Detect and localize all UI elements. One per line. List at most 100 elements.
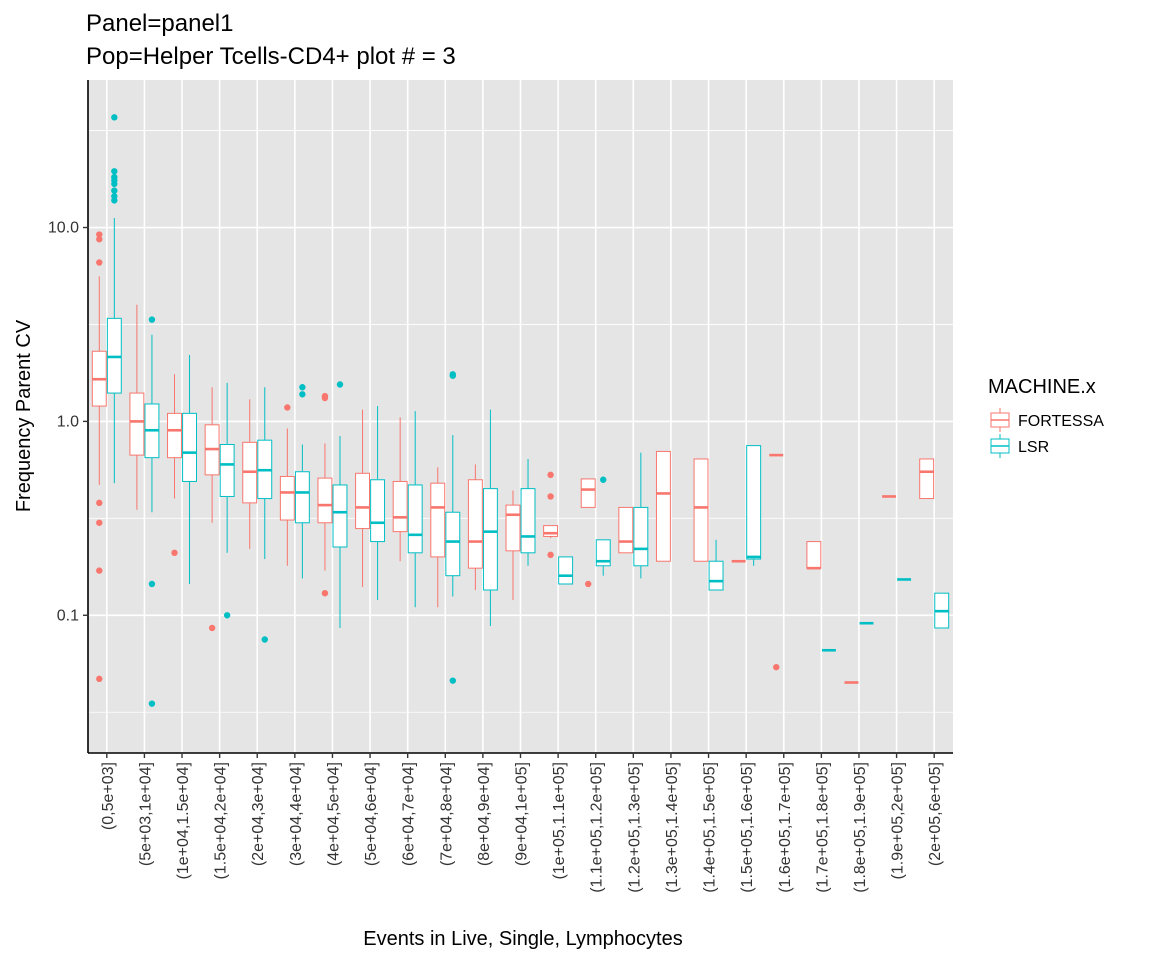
box-fortessa-4	[242, 399, 258, 549]
legend-label-lsr: LSR	[1018, 439, 1049, 456]
outlier-point	[111, 114, 118, 121]
box-body	[708, 560, 724, 591]
box-fortessa-11	[505, 490, 521, 600]
x-tick-label: (5e+04,6e+04]	[363, 762, 380, 866]
box-lsr-22	[934, 592, 950, 629]
outlier-point	[547, 551, 554, 559]
x-tick-label: (7e+04,8e+04]	[438, 762, 455, 866]
box-fortessa-10	[467, 464, 483, 591]
outlier-point	[96, 567, 103, 574]
box-body	[558, 556, 574, 585]
box-body	[482, 488, 498, 591]
box-lsr-16	[708, 539, 724, 591]
chart-title: Panel=panel1	[86, 10, 233, 37]
box-body	[167, 412, 182, 459]
outlier-point	[547, 493, 554, 500]
x-tick-label: (1.3e+05,1.4e+05]	[664, 762, 681, 893]
outlier-point	[449, 372, 457, 379]
x-tick-label: (1.7e+05,1.8e+05]	[814, 762, 831, 893]
y-tick-label: 10.0	[48, 220, 79, 237]
y-tick-label: 1.0	[57, 413, 79, 430]
outlier-point	[773, 663, 780, 671]
outlier-point	[96, 259, 103, 266]
box-fortessa-12	[543, 471, 559, 559]
outlier-point	[547, 471, 554, 479]
x-tick-label: (1.2e+05,1.3e+05]	[626, 762, 643, 893]
box-body	[279, 475, 295, 521]
outlier-point	[321, 394, 329, 402]
outlier-point	[321, 589, 329, 597]
box-lsr-12	[558, 556, 574, 585]
x-axis-ticks: (0,5e+03] (5e+03,1e+04] (1e+04,1.5e+04] (1.…	[100, 753, 944, 893]
box-body	[505, 504, 521, 552]
box-body	[370, 479, 386, 543]
box-fortessa-13	[580, 478, 596, 588]
box-body	[746, 445, 762, 560]
legend-key-fortessa	[990, 408, 1010, 432]
outlier-point	[96, 675, 103, 683]
box-fortessa-15	[655, 450, 671, 562]
legend-title: MACHINE.x	[988, 376, 1096, 398]
outlier-point	[261, 636, 268, 643]
x-tick-label: (2e+05,6e+05]	[927, 762, 944, 866]
box-lsr-11	[520, 458, 536, 566]
box-body	[467, 479, 483, 569]
legend: MACHINE.x FORTESSA LSR	[988, 376, 1104, 458]
box-lsr-8	[407, 411, 423, 608]
box-lsr-9	[445, 371, 461, 684]
box-fortessa-8	[392, 417, 408, 562]
x-tick-label: (9e+04,1e+05]	[514, 762, 531, 866]
x-tick-label: (1.1e+05,1.2e+05]	[589, 762, 606, 893]
x-tick-label: (1e+04,1.5e+04]	[175, 762, 192, 879]
box-body	[332, 484, 348, 548]
box-fortessa-18	[769, 453, 784, 671]
box-lsr-10	[482, 409, 498, 627]
box-body	[580, 478, 596, 508]
box-fortessa-22	[919, 458, 935, 500]
y-axis-title: Frequency Parent CV	[13, 319, 35, 512]
outlier-point	[584, 580, 592, 588]
outlier-point	[299, 391, 306, 398]
y-axis-ticks: 0.1 1.0 10.0	[48, 220, 88, 624]
box-body	[806, 541, 822, 569]
box-body	[595, 539, 611, 567]
outlier-point	[336, 381, 344, 388]
box-fortessa-2	[167, 374, 182, 557]
box-fortessa-6	[317, 392, 333, 597]
box-body	[618, 506, 634, 554]
x-tick-label: (1.9e+05,2e+05]	[890, 762, 907, 879]
x-axis-title: Events in Live, Single, Lymphocytes	[363, 928, 682, 950]
box-lsr-2	[182, 355, 198, 584]
box-body	[445, 511, 461, 577]
y-tick-label: 0.1	[57, 607, 79, 624]
x-tick-label: (6e+04,7e+04]	[401, 762, 418, 866]
outlier-point	[171, 549, 178, 557]
box-lsr-3	[219, 382, 235, 619]
box-series-layer	[91, 114, 950, 707]
x-tick-label: (1.8e+05,1.9e+05]	[852, 762, 869, 893]
x-tick-label: (1.5e+05,1.6e+05]	[739, 762, 756, 893]
outlier-point	[111, 187, 118, 194]
outlier-point	[148, 700, 156, 707]
outlier-point	[96, 236, 103, 243]
box-body	[407, 484, 423, 554]
outlier-point	[96, 499, 103, 507]
outlier-point	[299, 384, 306, 391]
x-tick-label: (0,5e+03]	[100, 762, 117, 830]
box-lsr-5	[294, 384, 310, 579]
box-fortessa-16	[693, 458, 709, 562]
box-fortessa-5	[279, 404, 295, 566]
box-fortessa-7	[355, 409, 371, 587]
box-lsr-17	[746, 445, 762, 566]
x-tick-label: (1.5e+04,2e+04]	[213, 762, 230, 879]
box-body	[129, 392, 145, 456]
outlier-point	[449, 677, 457, 684]
outlier-point	[148, 580, 156, 588]
box-body	[693, 458, 709, 562]
outlier-point	[96, 519, 103, 526]
x-tick-label: (3e+04,4e+04]	[288, 762, 305, 866]
gridlines	[88, 80, 953, 753]
outlier-point	[111, 180, 118, 188]
box-body	[520, 488, 536, 554]
